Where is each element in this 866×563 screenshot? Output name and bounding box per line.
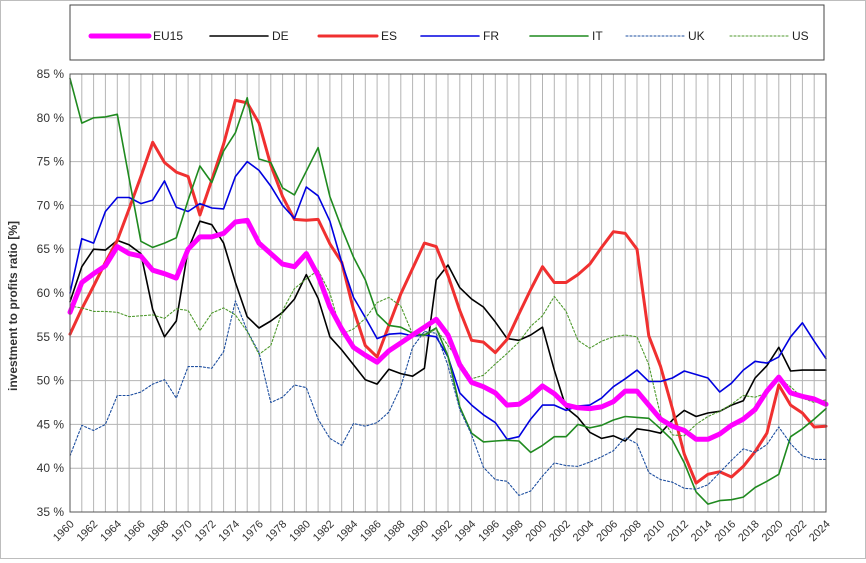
x-tick-label: 2024 xyxy=(807,518,833,544)
grid xyxy=(69,73,827,513)
x-tick-label: 1980 xyxy=(287,518,313,544)
x-tick-label: 1982 xyxy=(311,518,337,544)
y-axis-label: investment to profits ratio [%] xyxy=(6,221,20,391)
x-tick-label: 2014 xyxy=(689,518,715,544)
y-tick-label: 80 % xyxy=(37,111,65,125)
x-tick-label: 2018 xyxy=(736,518,762,544)
x-tick-label: 1992 xyxy=(429,518,455,544)
x-tick-label: 2010 xyxy=(642,518,668,544)
y-tick-label: 55 % xyxy=(37,330,65,344)
x-tick-label: 1976 xyxy=(240,518,266,544)
series-line-uk xyxy=(69,300,827,496)
x-tick-label: 2008 xyxy=(618,518,644,544)
x-tick-label: 1974 xyxy=(216,518,242,544)
x-tick-label: 2012 xyxy=(665,518,691,544)
x-tick-label: 2022 xyxy=(783,518,809,544)
x-tick-label: 2004 xyxy=(571,518,597,544)
x-tick-label: 1990 xyxy=(405,518,431,544)
x-tick-label: 1966 xyxy=(122,518,148,544)
plot-border xyxy=(69,73,827,513)
x-tick-label: 1998 xyxy=(500,518,526,544)
x-tick-label: 2002 xyxy=(547,518,573,544)
y-tick-label: 75 % xyxy=(37,155,65,169)
series-line-eu15 xyxy=(67,217,829,442)
legend-label-us: US xyxy=(792,29,809,43)
y-tick-label: 60 % xyxy=(37,286,65,300)
x-tick-label: 1964 xyxy=(98,518,124,544)
series-line-de xyxy=(69,220,827,442)
legend: EU15 DE ES FR IT UK US xyxy=(88,29,809,43)
series-layer xyxy=(67,77,829,505)
x-tick-label: 1960 xyxy=(51,518,77,544)
series-line-us xyxy=(69,269,827,437)
x-tick-label: 1978 xyxy=(264,518,290,544)
legend-label-de: DE xyxy=(272,29,289,43)
y-tick-label: 70 % xyxy=(37,198,65,212)
x-tick-label: 1986 xyxy=(358,518,384,544)
x-tick-label: 1970 xyxy=(169,518,195,544)
x-tick-label: 2016 xyxy=(712,518,738,544)
legend-label-uk: UK xyxy=(688,29,705,43)
legend-label-fr: FR xyxy=(483,29,499,43)
legend-label-es: ES xyxy=(381,29,397,43)
x-tick-label: 1972 xyxy=(193,518,219,544)
y-tick-label: 65 % xyxy=(37,242,65,256)
x-tick-label: 2000 xyxy=(523,518,549,544)
x-tick-label: 1988 xyxy=(382,518,408,544)
y-tick-label: 45 % xyxy=(37,417,65,431)
legend-box xyxy=(69,4,825,61)
legend-label-eu15: EU15 xyxy=(153,29,183,43)
y-tick-label: 85 % xyxy=(37,67,65,81)
x-tick-label: 1962 xyxy=(75,518,101,544)
x-tick-label: 1984 xyxy=(334,518,360,544)
series-line-it xyxy=(69,77,827,505)
y-tick-label: 40 % xyxy=(37,461,65,475)
y-tick-label: 35 % xyxy=(37,505,65,519)
series-line-es xyxy=(68,98,828,485)
x-tick-label: 1996 xyxy=(476,518,502,544)
x-tick-labels: 1960196219641966196819701972197419761978… xyxy=(51,518,833,544)
x-tick-label: 2020 xyxy=(760,518,786,544)
y-tick-label: 50 % xyxy=(37,374,65,388)
x-tick-label: 1968 xyxy=(145,518,171,544)
x-tick-label: 1994 xyxy=(453,518,479,544)
y-tick-labels: 35 % 40 % 45 % 50 % 55 % 60 % 65 % 70 % 75 % 80 %… xyxy=(37,67,65,519)
x-tick-label: 2006 xyxy=(594,518,620,544)
legend-label-it: IT xyxy=(592,29,603,43)
